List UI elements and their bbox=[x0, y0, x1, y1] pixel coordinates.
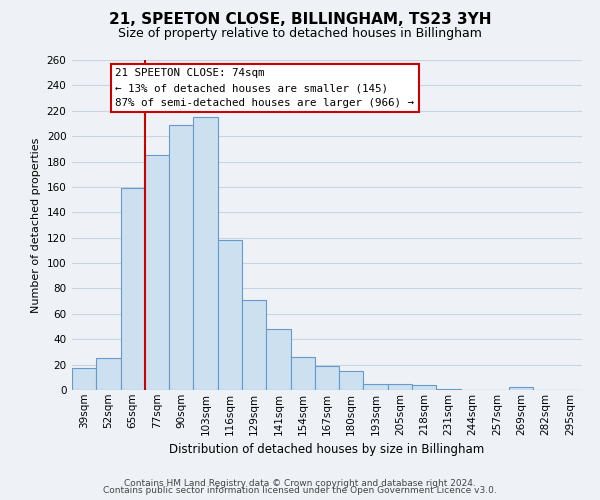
Bar bbox=[169, 124, 193, 390]
X-axis label: Distribution of detached houses by size in Billingham: Distribution of detached houses by size … bbox=[169, 443, 485, 456]
Bar bbox=[218, 240, 242, 390]
Y-axis label: Number of detached properties: Number of detached properties bbox=[31, 138, 41, 312]
Bar bbox=[145, 155, 169, 390]
Bar bbox=[364, 384, 388, 390]
Text: 21 SPEETON CLOSE: 74sqm
← 13% of detached houses are smaller (145)
87% of semi-d: 21 SPEETON CLOSE: 74sqm ← 13% of detache… bbox=[115, 68, 415, 108]
Bar bbox=[193, 117, 218, 390]
Bar bbox=[121, 188, 145, 390]
Bar bbox=[436, 388, 461, 390]
Bar bbox=[96, 358, 121, 390]
Text: Contains HM Land Registry data © Crown copyright and database right 2024.: Contains HM Land Registry data © Crown c… bbox=[124, 478, 476, 488]
Bar bbox=[509, 388, 533, 390]
Bar bbox=[412, 385, 436, 390]
Text: Contains public sector information licensed under the Open Government Licence v3: Contains public sector information licen… bbox=[103, 486, 497, 495]
Bar bbox=[290, 357, 315, 390]
Bar bbox=[266, 329, 290, 390]
Bar bbox=[72, 368, 96, 390]
Bar bbox=[242, 300, 266, 390]
Text: 21, SPEETON CLOSE, BILLINGHAM, TS23 3YH: 21, SPEETON CLOSE, BILLINGHAM, TS23 3YH bbox=[109, 12, 491, 28]
Bar bbox=[339, 371, 364, 390]
Bar bbox=[388, 384, 412, 390]
Text: Size of property relative to detached houses in Billingham: Size of property relative to detached ho… bbox=[118, 28, 482, 40]
Bar bbox=[315, 366, 339, 390]
